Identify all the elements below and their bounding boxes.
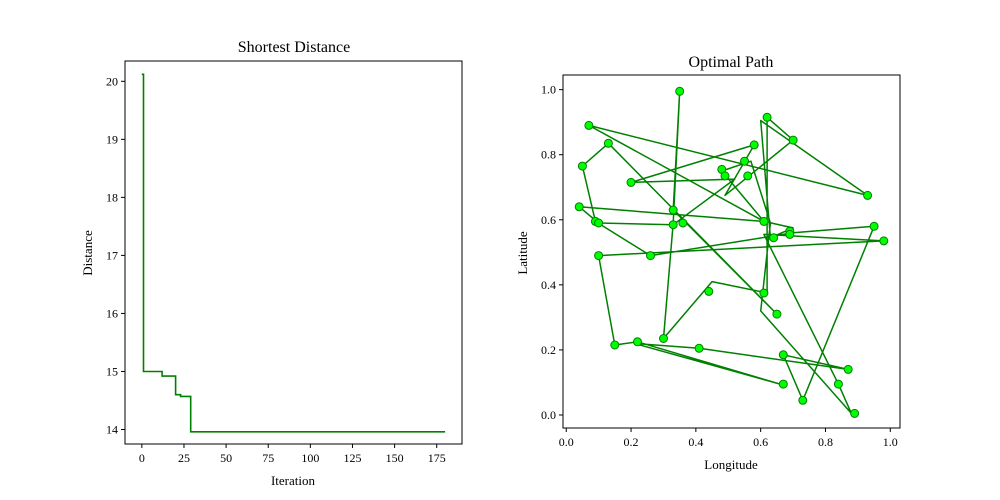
city-point — [633, 337, 642, 347]
chart-title: Shortest Distance — [238, 39, 350, 56]
plot-area: 0.0 0.2 0.4 0.6 0.8 1.0 0.0 0.2 0.4 0.6 0.8 1.0 — [541, 74, 901, 449]
city-point — [675, 86, 685, 96]
city-point — [788, 135, 798, 145]
city-point — [879, 236, 889, 246]
city-point — [749, 140, 759, 150]
y-tick-label: 0.8 — [541, 148, 556, 162]
shortest-distance-chart: Shortest Distance 0 25 50 75 100 125 150 175 14 1… — [80, 39, 463, 488]
city-point — [762, 112, 772, 122]
y-tick-label: 0.4 — [541, 278, 556, 292]
city-point — [778, 379, 788, 389]
y-tick-label: 0.6 — [541, 213, 556, 227]
axes-frame — [124, 60, 463, 445]
x-tick-label: 175 — [428, 451, 446, 465]
city-point — [646, 251, 655, 261]
city-point — [850, 408, 860, 418]
city-point — [798, 395, 808, 405]
x-tick-label: 125 — [343, 451, 361, 465]
optimal-path-chart: Optimal Path 0.0 0.2 0.4 0.6 0.8 1.0 0.0 0.2 0.4… — [515, 54, 901, 472]
axes-frame — [562, 74, 901, 429]
city-point — [626, 177, 636, 187]
x-tick-label: 150 — [386, 451, 404, 465]
city-point — [720, 171, 730, 181]
city-point — [594, 251, 604, 261]
y-tick-label: 16 — [106, 306, 118, 320]
city-point — [740, 156, 749, 166]
x-tick-label: 0.8 — [818, 435, 833, 449]
city-point — [668, 220, 678, 230]
x-tick-label: 25 — [178, 451, 190, 465]
y-tick-label: 0.0 — [541, 408, 556, 422]
y-tick-label: 14 — [106, 422, 118, 436]
city-point — [594, 218, 604, 228]
x-tick-label: 100 — [301, 451, 319, 465]
city-point — [574, 202, 584, 212]
path-line — [578, 91, 885, 415]
city-point — [668, 205, 678, 215]
y-axis-label: Distance — [80, 230, 95, 276]
y-tick-label: 18 — [106, 190, 118, 204]
chart-title: Optimal Path — [689, 54, 774, 71]
x-tick-label: 0.2 — [624, 435, 639, 449]
city-point — [743, 171, 753, 181]
city-point — [843, 364, 853, 374]
city-point — [833, 379, 843, 389]
x-axis-label: Iteration — [271, 473, 316, 488]
y-tick-label: 0.2 — [541, 343, 556, 357]
y-tick-label: 19 — [106, 132, 118, 146]
city-point — [610, 340, 620, 350]
city-point — [778, 350, 788, 360]
x-tick-label: 0.4 — [688, 435, 703, 449]
plot-area: 0 25 50 75 100 125 150 175 14 15 16 17 18 19 20 — [106, 60, 463, 465]
x-tick-label: 0.0 — [559, 435, 574, 449]
distance-line — [141, 73, 446, 433]
city-point — [759, 288, 769, 298]
city-point — [869, 221, 879, 231]
city-point — [759, 216, 769, 226]
y-tick-label: 17 — [106, 248, 118, 262]
city-point — [603, 138, 613, 148]
y-tick-label: 1.0 — [541, 83, 556, 97]
x-tick-label: 50 — [220, 451, 232, 465]
city-point — [769, 233, 779, 243]
city-point — [577, 161, 587, 171]
city-point — [694, 343, 704, 353]
city-point — [704, 286, 714, 296]
city-point — [584, 120, 594, 130]
city-point — [659, 334, 668, 343]
x-axis-label: Longitude — [704, 457, 758, 472]
x-tick-label: 0.6 — [753, 435, 768, 449]
x-tick-label: 1.0 — [883, 435, 898, 449]
city-point — [678, 218, 688, 228]
x-tick-label: 0 — [139, 451, 145, 465]
y-tick-label: 20 — [106, 74, 118, 88]
y-axis-label: Latitude — [515, 231, 530, 275]
city-point — [785, 229, 795, 239]
city-point — [863, 190, 873, 200]
y-tick-label: 15 — [106, 364, 118, 378]
x-tick-label: 75 — [262, 451, 274, 465]
city-point — [772, 309, 782, 319]
